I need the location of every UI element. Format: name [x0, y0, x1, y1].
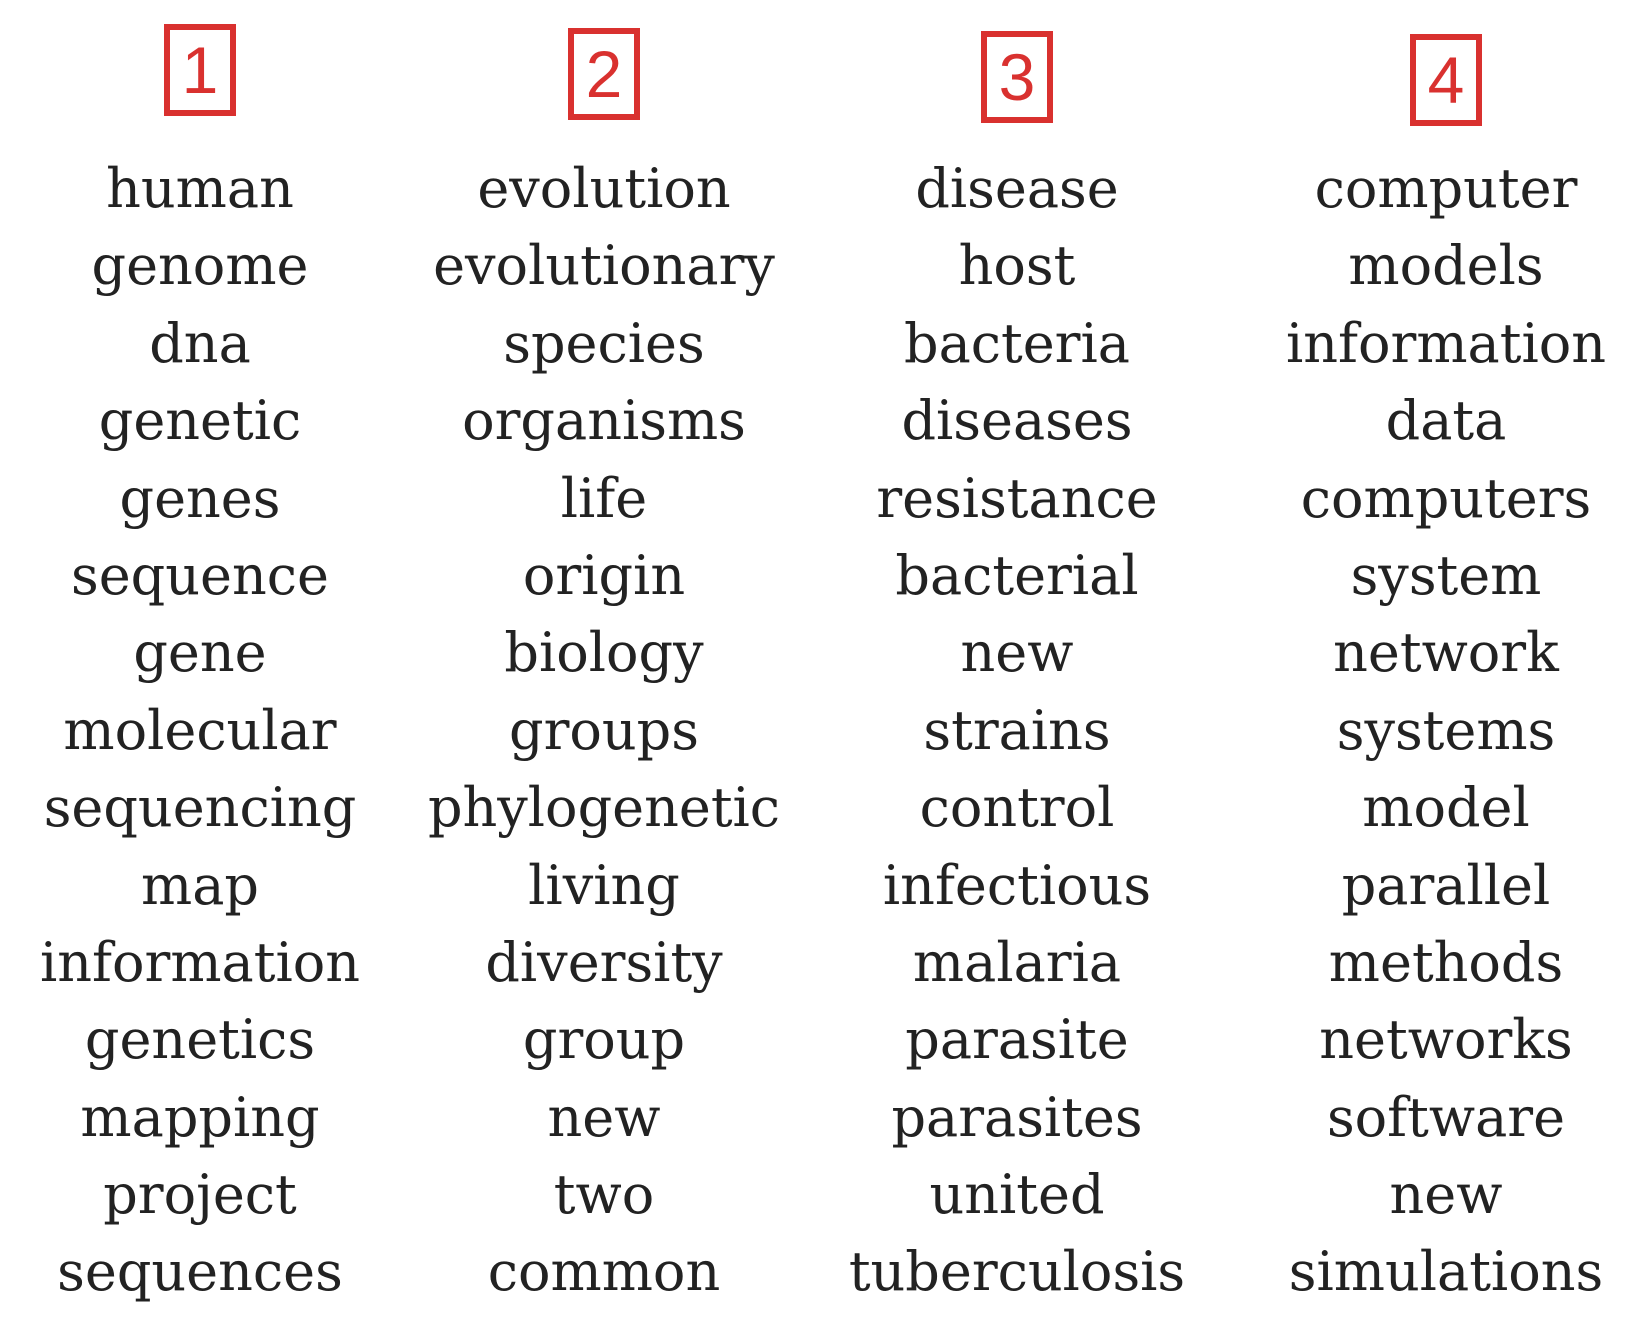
topic-word-list: disease host bacteria diseases resistance bac…: [817, 150, 1217, 1311]
topic-word: disease: [915, 157, 1119, 220]
topic-word: strains: [923, 698, 1111, 762]
topic-word: resistance: [876, 466, 1158, 530]
topic-word: living: [528, 853, 680, 917]
topic-word: group: [522, 1008, 686, 1072]
topic-word: computer: [1314, 157, 1578, 220]
topic-word: project: [103, 1163, 297, 1227]
topic-word: systems: [1336, 698, 1556, 762]
topic-word: computers: [1300, 466, 1592, 530]
topic-word: common: [487, 1240, 721, 1304]
topic-column-4: 4 computer models information data computers…: [1246, 0, 1646, 1344]
topic-word: genetic: [98, 389, 302, 453]
topic-word: host: [958, 234, 1076, 298]
topic-word: control: [919, 776, 1115, 840]
topic-word: models: [1348, 234, 1544, 298]
topic-word: software: [1326, 1085, 1566, 1149]
topic-word: information: [39, 930, 361, 994]
topic-word: mapping: [80, 1085, 320, 1149]
topic-word: united: [929, 1163, 1105, 1227]
topic-word: sequencing: [43, 776, 357, 840]
topic-word: species: [503, 311, 705, 375]
topic-word: system: [1350, 543, 1542, 607]
topic-word: simulations: [1288, 1240, 1604, 1304]
topic-word: human: [106, 157, 294, 220]
topic-word: tuberculosis: [848, 1240, 1186, 1304]
topic-word: evolutionary: [433, 234, 775, 298]
topic-word: map: [141, 853, 259, 917]
topic-word: diversity: [485, 930, 723, 994]
topic-word: genetics: [84, 1008, 316, 1072]
topic-column-1: 1 human genome dna genetic genes sequence gene…: [0, 0, 400, 1344]
topic-number-badge: 2: [568, 28, 640, 120]
topic-word: sequences: [57, 1240, 343, 1304]
topic-number-badge: 4: [1410, 34, 1482, 126]
topic-word: phylogenetic: [427, 776, 781, 840]
topic-word: evolution: [477, 157, 731, 220]
topic-word: new: [1389, 1163, 1503, 1227]
topic-number-badge: 3: [981, 31, 1053, 123]
topic-word: dna: [149, 311, 251, 375]
topic-word: methods: [1328, 930, 1564, 994]
topic-word: bacterial: [895, 543, 1139, 607]
topic-word: genes: [119, 466, 281, 530]
topic-word: two: [553, 1163, 655, 1227]
topic-word: diseases: [901, 389, 1133, 453]
topic-word: networks: [1319, 1008, 1573, 1072]
topic-word: gene: [133, 621, 267, 685]
topic-word-list: evolution evolutionary species organisms lif…: [404, 150, 804, 1311]
topic-word: new: [960, 621, 1074, 685]
topic-word: new: [547, 1085, 661, 1149]
topic-word: parasites: [891, 1085, 1143, 1149]
topic-word: genome: [91, 234, 309, 298]
topic-word: molecular: [63, 698, 337, 762]
topic-word: origin: [522, 543, 686, 607]
topic-number-badge: 1: [164, 24, 236, 116]
topic-word: model: [1362, 776, 1530, 840]
topic-word: network: [1333, 621, 1559, 685]
topic-word: sequence: [71, 543, 329, 607]
topic-column-3: 3 disease host bacteria diseases resistance b…: [817, 0, 1217, 1344]
topic-word: malaria: [912, 930, 1122, 994]
topic-word: groups: [509, 698, 699, 762]
topic-word: information: [1285, 311, 1607, 375]
topic-word: data: [1385, 389, 1507, 453]
topic-word-list: human genome dna genetic genes sequence gene mo…: [0, 150, 400, 1311]
topic-word: bacteria: [904, 311, 1130, 375]
topic-word: biology: [504, 621, 704, 685]
topic-word: organisms: [462, 389, 746, 453]
topic-word: infectious: [882, 853, 1152, 917]
topic-word: parasite: [905, 1008, 1129, 1072]
topic-word-list: computer models information data computers sy…: [1246, 150, 1646, 1311]
topic-word: life: [560, 466, 648, 530]
topic-word: parallel: [1341, 853, 1551, 917]
topic-column-2: 2 evolution evolutionary species organisms l…: [404, 0, 804, 1344]
